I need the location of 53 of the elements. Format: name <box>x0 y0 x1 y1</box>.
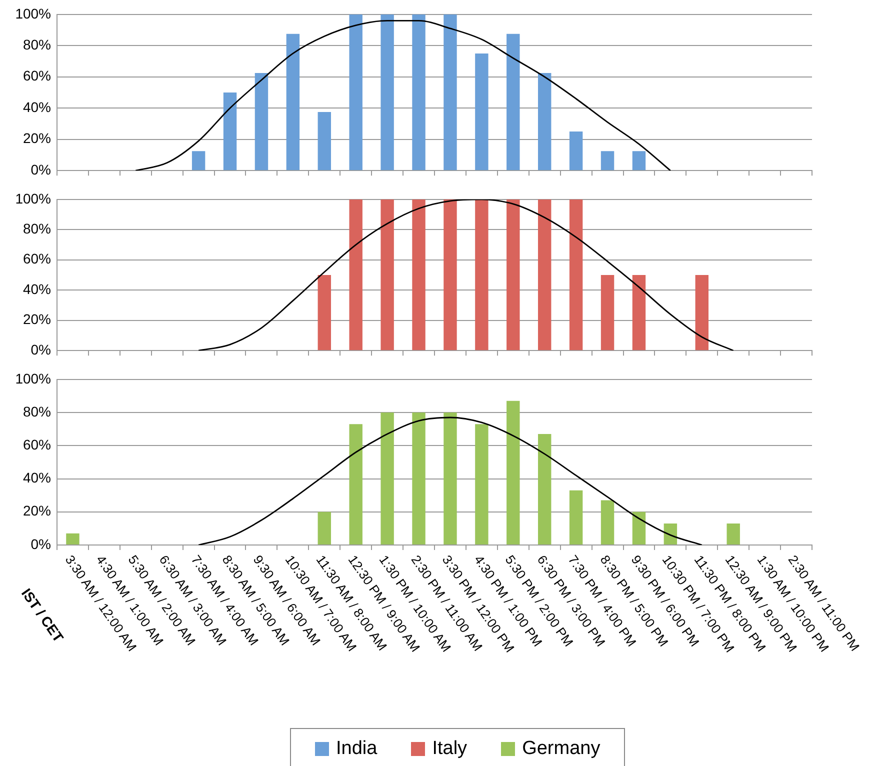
y-tick-label: 20% <box>22 502 51 519</box>
bar <box>632 151 646 170</box>
bar <box>569 490 583 544</box>
bar <box>444 412 457 544</box>
y-tick-label: 60% <box>22 436 51 452</box>
bar <box>66 533 80 544</box>
bar <box>475 53 488 170</box>
y-tick-label: 0% <box>30 341 51 358</box>
bar <box>538 434 552 544</box>
y-tick-label: 80% <box>22 220 51 236</box>
line-series <box>198 199 734 351</box>
legend-label: Germany <box>522 738 600 760</box>
bar <box>664 523 678 544</box>
legend-label: India <box>336 738 378 760</box>
y-tick-label: 80% <box>22 36 51 52</box>
bar <box>286 34 300 170</box>
bar <box>192 151 206 170</box>
line-series <box>198 416 703 545</box>
legend-label: Italy <box>432 738 468 760</box>
y-tick-label: 60% <box>22 68 51 84</box>
bar <box>475 424 488 544</box>
bar <box>444 14 457 170</box>
bar <box>726 523 740 544</box>
bar <box>254 72 268 170</box>
y-tick-label: 40% <box>22 98 51 115</box>
bar <box>600 500 614 544</box>
bar <box>380 412 394 544</box>
line-series <box>134 20 672 171</box>
y-tick-label: 0% <box>30 536 51 552</box>
bar <box>318 112 331 170</box>
bar <box>318 512 331 544</box>
y-tick-label: 0% <box>30 161 51 178</box>
bar <box>600 151 614 170</box>
y-tick-label: 40% <box>22 470 51 486</box>
bar <box>569 132 583 170</box>
bar <box>506 400 520 544</box>
y-tick-label: 100% <box>15 370 51 386</box>
bar <box>349 424 362 544</box>
y-tick-label: 100% <box>15 5 51 22</box>
bar <box>538 72 552 170</box>
y-tick-label: 40% <box>22 280 51 297</box>
y-tick-label: 20% <box>22 130 51 146</box>
bar <box>349 14 362 170</box>
bar <box>380 14 394 170</box>
bar <box>412 412 426 544</box>
y-tick-label: 100% <box>15 190 51 206</box>
y-tick-label: 20% <box>22 311 51 328</box>
bar <box>506 34 520 170</box>
y-tick-label: 60% <box>22 250 51 267</box>
bar <box>412 14 426 170</box>
y-tick-label: 80% <box>22 403 51 420</box>
bar <box>632 512 646 544</box>
bar <box>223 92 237 170</box>
